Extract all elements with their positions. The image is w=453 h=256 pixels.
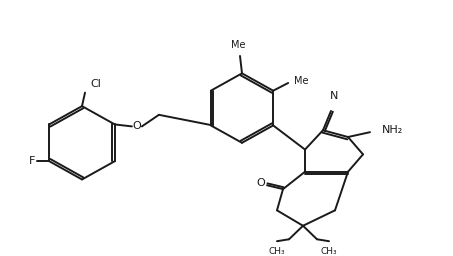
Text: Cl: Cl	[90, 79, 101, 89]
Text: Me: Me	[231, 40, 245, 50]
Text: CH₃: CH₃	[321, 247, 337, 256]
Text: NH₂: NH₂	[382, 125, 403, 135]
Text: Me: Me	[294, 76, 308, 86]
Text: N: N	[330, 91, 338, 101]
Text: O: O	[257, 178, 265, 188]
Text: CH₃: CH₃	[269, 247, 285, 256]
Text: F: F	[29, 156, 35, 166]
Text: O: O	[133, 121, 141, 131]
